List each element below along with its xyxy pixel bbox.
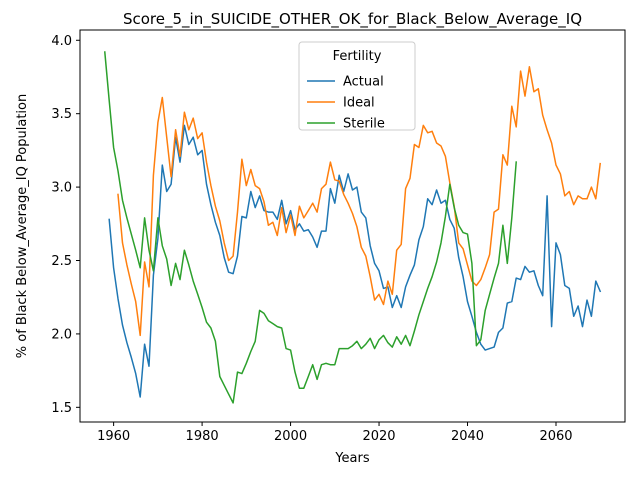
series-line-sterile	[103, 51, 518, 404]
y-tick-label: 2.5	[51, 254, 72, 269]
legend: Fertility Actual Ideal Sterile	[298, 41, 416, 132]
x-tick-label: 2040	[451, 429, 484, 444]
y-tick-label: 1.5	[51, 401, 72, 416]
legend-title: Fertility	[333, 49, 382, 64]
x-tick-label: 1980	[186, 429, 219, 444]
y-tick-label: 3.0	[51, 181, 72, 196]
x-tick-label: 2060	[539, 429, 572, 444]
y-axis-title: % of Black Below_Average_IQ Population	[15, 94, 30, 358]
legend-label-ideal: Ideal	[343, 96, 375, 111]
y-tick-label: 2.0	[51, 327, 72, 342]
x-axis-title: Years	[334, 451, 370, 466]
axes-layer: 1960 1980 2000 2020 2040 2060 1.5 2.0 2.5 3.0 3.5 4…	[51, 29, 626, 444]
x-tick-label: 1960	[97, 429, 130, 444]
legend-label-sterile: Sterile	[343, 117, 385, 132]
series-line-actual	[108, 124, 602, 398]
x-tick-label: 2020	[362, 429, 395, 444]
legend-label-actual: Actual	[343, 75, 384, 90]
x-tick-label: 2000	[274, 429, 307, 444]
chart-title: Score_5_in_SUICIDE_OTHER_OK_for_Black_Be…	[123, 10, 582, 29]
legend-box	[298, 41, 416, 131]
y-tick-label: 4.0	[51, 34, 72, 49]
y-tick-label: 3.5	[51, 107, 72, 122]
plot-frame	[79, 29, 626, 423]
series-line-ideal	[117, 65, 602, 337]
series-layer	[103, 51, 602, 404]
